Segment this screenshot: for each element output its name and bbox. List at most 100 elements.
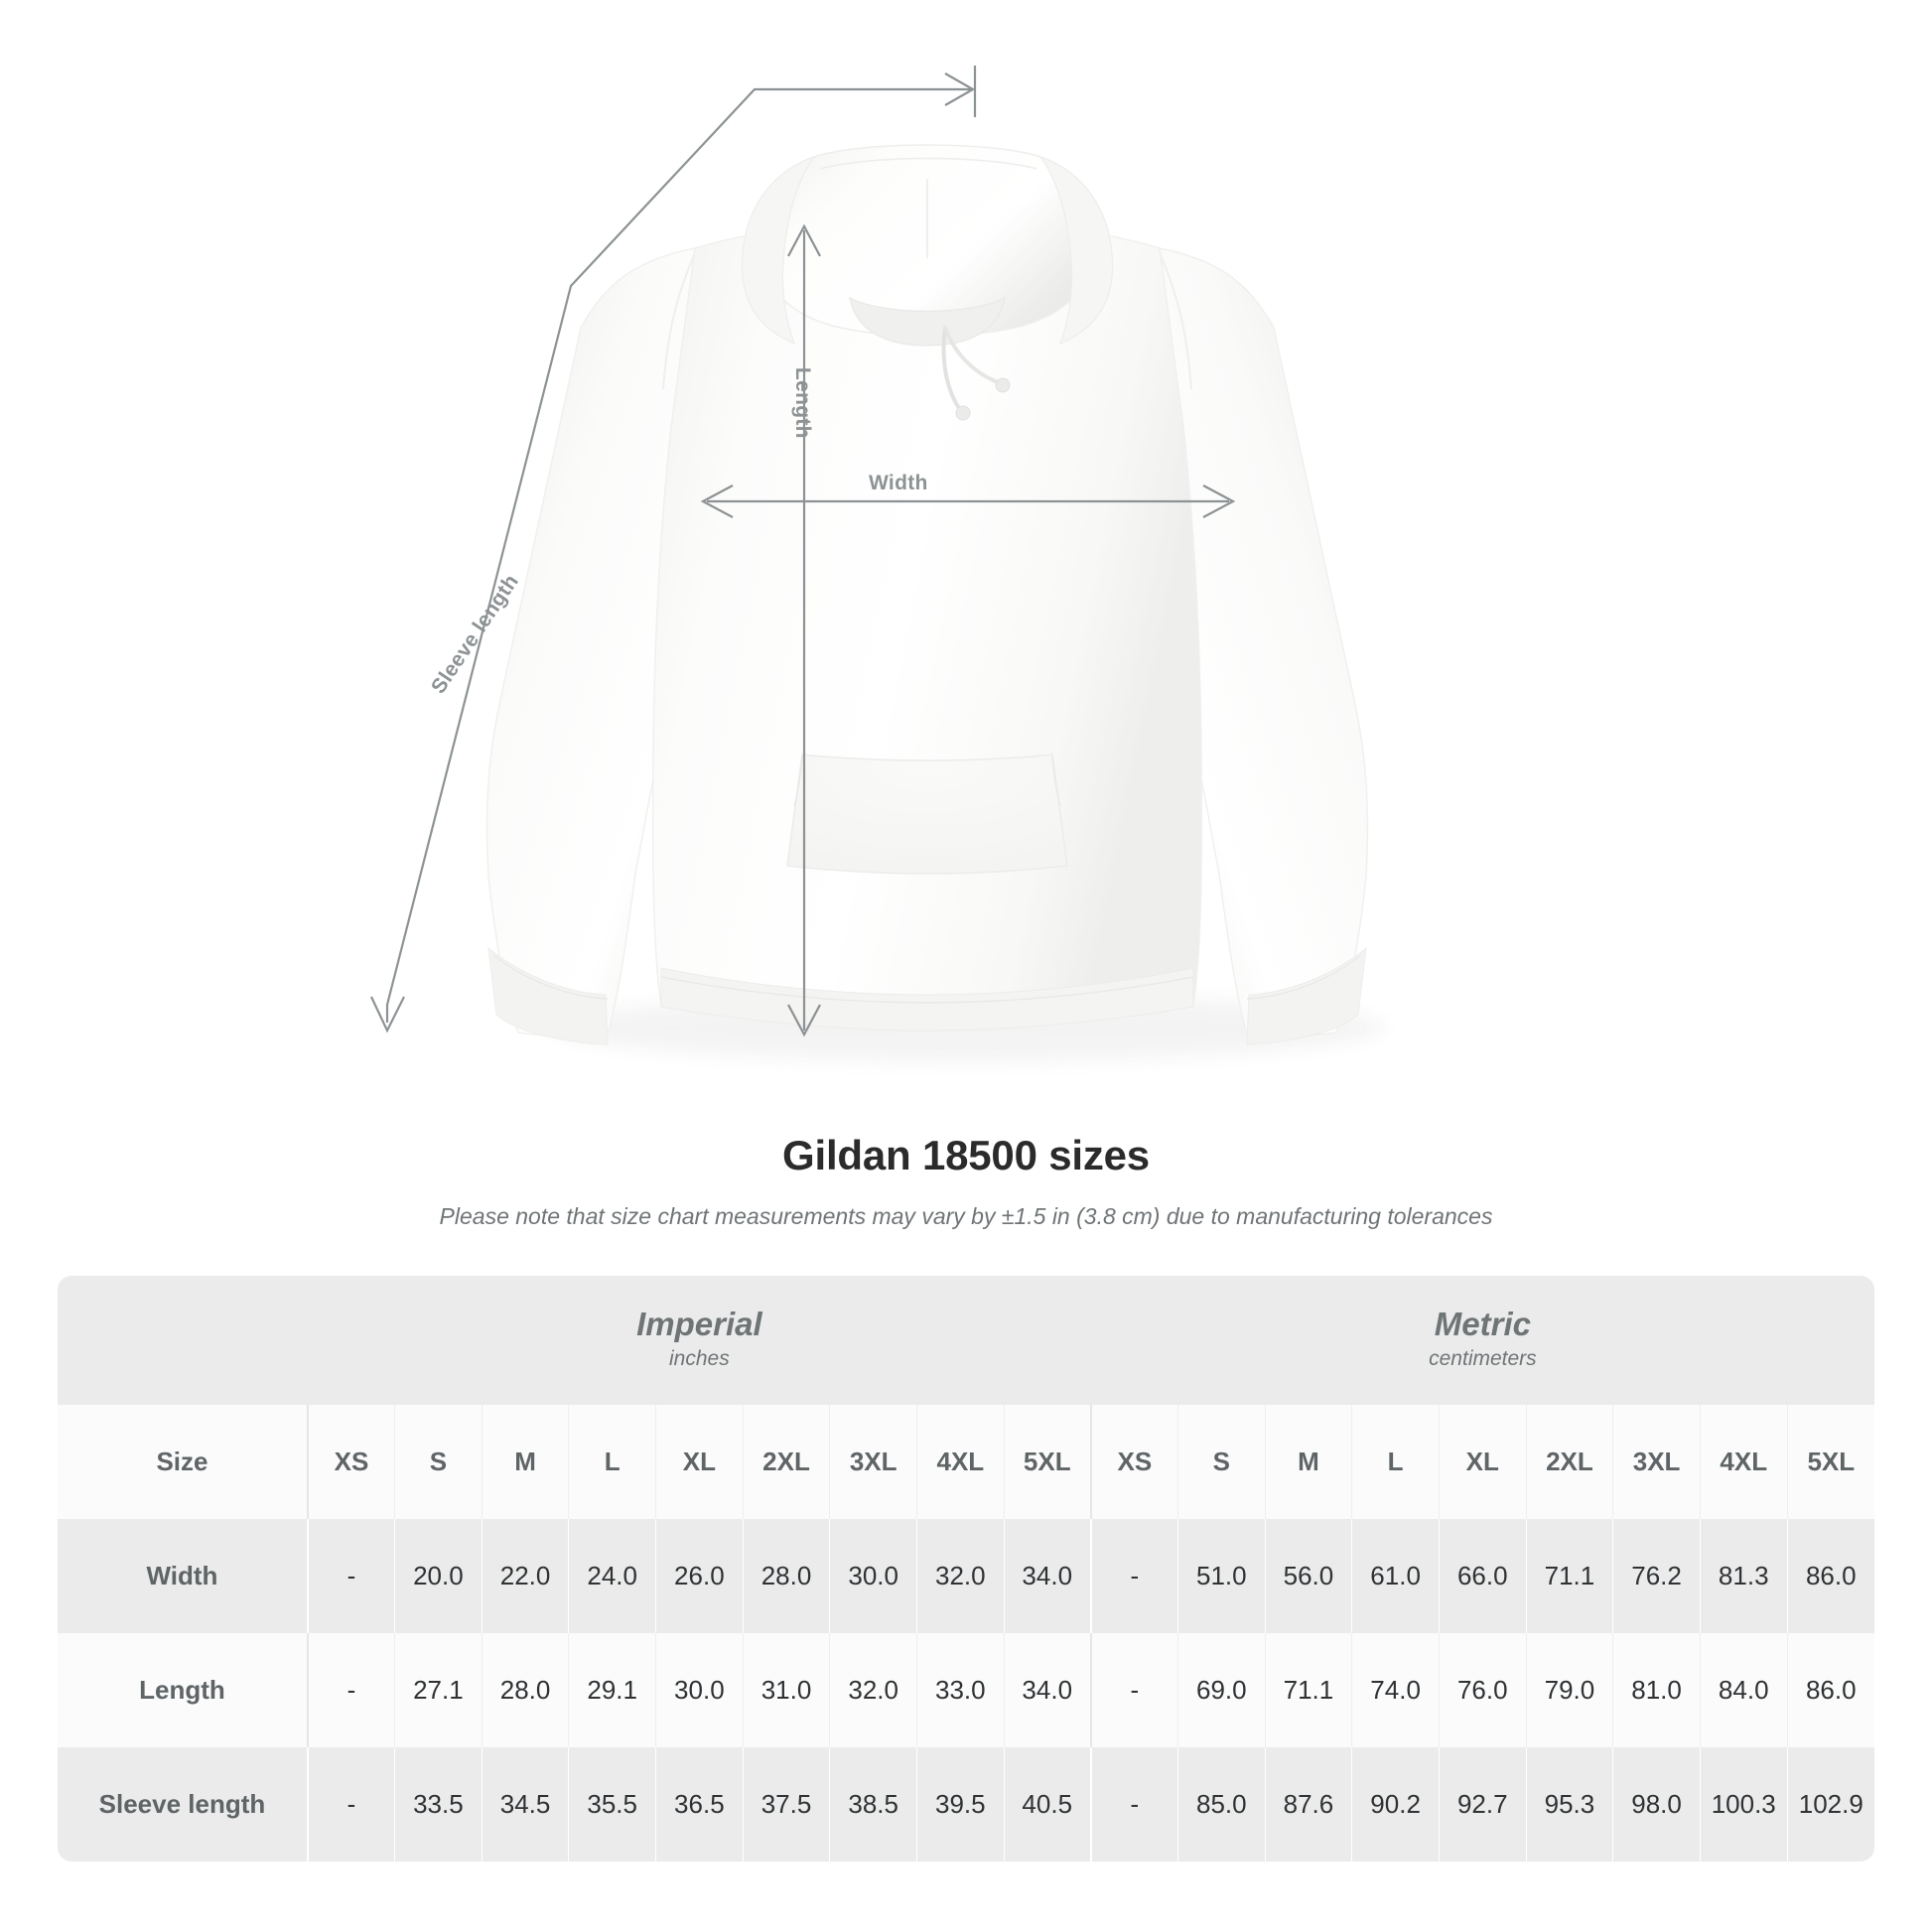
cell-width-metric-3xl: 76.2 <box>1612 1519 1701 1633</box>
cell-length-imperial-5xl: 34.0 <box>1003 1633 1091 1747</box>
page-subtitle: Please note that size chart measurements… <box>439 1203 1493 1229</box>
size-col-imperial-xl: XL <box>655 1405 744 1519</box>
cell-sleeve-imperial-xl: 36.5 <box>655 1747 744 1862</box>
cell-width-metric-5xl: 86.0 <box>1786 1519 1874 1633</box>
cell-length-metric-2xl: 79.0 <box>1525 1633 1613 1747</box>
cell-sleeve-imperial-2xl: 37.5 <box>742 1747 830 1862</box>
cell-sleeve-metric-m: 87.6 <box>1264 1747 1352 1862</box>
cell-length-imperial-3xl: 32.0 <box>829 1633 917 1747</box>
cell-length-imperial-2xl: 31.0 <box>742 1633 830 1747</box>
size-col-metric-s: S <box>1176 1405 1266 1519</box>
size-col-metric-xl: XL <box>1438 1405 1527 1519</box>
size-col-metric-m: M <box>1264 1405 1352 1519</box>
cell-sleeve-metric-l: 90.2 <box>1351 1747 1440 1862</box>
cell-length-metric-l: 74.0 <box>1351 1633 1440 1747</box>
cell-length-metric-5xl: 86.0 <box>1786 1633 1874 1747</box>
size-col-metric-5xl: 5XL <box>1786 1405 1874 1519</box>
size-header-cell: Size <box>58 1405 308 1519</box>
cell-sleeve-imperial-s: 33.5 <box>394 1747 483 1862</box>
cell-width-metric-xl: 66.0 <box>1438 1519 1527 1633</box>
size-col-metric-2xl: 2XL <box>1525 1405 1613 1519</box>
cell-sleeve-imperial-xs: - <box>306 1747 395 1862</box>
size-col-imperial-2xl: 2XL <box>742 1405 830 1519</box>
size-col-imperial-s: S <box>394 1405 483 1519</box>
cell-width-imperial-3xl: 30.0 <box>829 1519 917 1633</box>
unit-group-imperial-sub: inches <box>669 1346 730 1370</box>
table-row: Sleeve length - 33.5 34.5 35.5 36.5 37.5… <box>58 1747 1874 1862</box>
cell-width-metric-s: 51.0 <box>1176 1519 1266 1633</box>
size-col-imperial-3xl: 3XL <box>829 1405 917 1519</box>
cell-length-imperial-l: 29.1 <box>568 1633 656 1747</box>
cell-width-imperial-4xl: 32.0 <box>916 1519 1005 1633</box>
size-col-imperial-4xl: 4XL <box>916 1405 1005 1519</box>
size-col-imperial-l: L <box>568 1405 656 1519</box>
cell-width-metric-4xl: 81.3 <box>1699 1519 1788 1633</box>
size-col-metric-4xl: 4XL <box>1699 1405 1788 1519</box>
table-row: Width - 20.0 22.0 24.0 26.0 28.0 30.0 32… <box>58 1519 1874 1633</box>
cell-width-imperial-l: 24.0 <box>568 1519 656 1633</box>
cell-length-metric-s: 69.0 <box>1176 1633 1266 1747</box>
cell-length-imperial-xs: - <box>306 1633 395 1747</box>
hoodie-drawing <box>370 66 1385 1061</box>
cell-sleeve-imperial-l: 35.5 <box>568 1747 656 1862</box>
size-col-metric-l: L <box>1351 1405 1440 1519</box>
cell-width-metric-m: 56.0 <box>1264 1519 1352 1633</box>
cell-length-metric-xs: - <box>1089 1633 1178 1747</box>
size-table-container: Imperial inches Metric centimeters Size … <box>58 1276 1874 1862</box>
cell-sleeve-imperial-m: 34.5 <box>481 1747 569 1862</box>
size-col-imperial-5xl: 5XL <box>1003 1405 1091 1519</box>
cell-sleeve-metric-xl: 92.7 <box>1438 1747 1527 1862</box>
unit-group-metric: Metric centimeters <box>1090 1276 1874 1405</box>
cell-sleeve-imperial-3xl: 38.5 <box>829 1747 917 1862</box>
unit-group-metric-name: Metric <box>1434 1305 1531 1342</box>
cell-width-imperial-xl: 26.0 <box>655 1519 744 1633</box>
cell-length-imperial-xl: 30.0 <box>655 1633 744 1747</box>
size-col-imperial-xs: XS <box>306 1405 395 1519</box>
unit-group-imperial-name: Imperial <box>636 1305 762 1342</box>
cell-length-imperial-m: 28.0 <box>481 1633 569 1747</box>
unit-header-row: Imperial inches Metric centimeters <box>58 1276 1874 1405</box>
unit-group-metric-sub: centimeters <box>1429 1346 1537 1370</box>
page-title: Gildan 18500 sizes <box>782 1132 1150 1178</box>
cell-sleeve-metric-3xl: 98.0 <box>1612 1747 1701 1862</box>
cell-width-imperial-m: 22.0 <box>481 1519 569 1633</box>
cell-width-metric-2xl: 71.1 <box>1525 1519 1613 1633</box>
cell-length-metric-3xl: 81.0 <box>1612 1633 1701 1747</box>
cell-sleeve-metric-s: 85.0 <box>1176 1747 1266 1862</box>
row-label-length: Length <box>58 1633 308 1747</box>
size-col-metric-3xl: 3XL <box>1612 1405 1701 1519</box>
cell-width-imperial-5xl: 34.0 <box>1003 1519 1091 1633</box>
hoodie-illustration: Length Width Sleeve length <box>370 66 1385 1061</box>
size-table: Imperial inches Metric centimeters Size … <box>58 1276 1874 1862</box>
cell-sleeve-metric-xs: - <box>1089 1747 1178 1862</box>
unit-header-spacer <box>58 1276 308 1405</box>
size-col-imperial-m: M <box>481 1405 569 1519</box>
cell-width-metric-xs: - <box>1089 1519 1178 1633</box>
cell-width-imperial-xs: - <box>306 1519 395 1633</box>
row-label-width: Width <box>58 1519 308 1633</box>
cell-sleeve-metric-5xl: 102.9 <box>1786 1747 1874 1862</box>
size-header-label: Size <box>156 1447 208 1476</box>
size-col-metric-xs: XS <box>1089 1405 1178 1519</box>
cell-width-imperial-2xl: 28.0 <box>742 1519 830 1633</box>
cell-length-metric-m: 71.1 <box>1264 1633 1352 1747</box>
cell-length-metric-4xl: 84.0 <box>1699 1633 1788 1747</box>
cell-width-imperial-s: 20.0 <box>394 1519 483 1633</box>
width-annotation-label: Width <box>869 472 928 494</box>
cell-width-metric-l: 61.0 <box>1351 1519 1440 1633</box>
measurement-guides <box>370 66 1236 1037</box>
cell-sleeve-metric-2xl: 95.3 <box>1525 1747 1613 1862</box>
cell-length-metric-xl: 76.0 <box>1438 1633 1527 1747</box>
table-row: Length - 27.1 28.0 29.1 30.0 31.0 32.0 3… <box>58 1633 1874 1747</box>
size-header-row: Size XS S M L XL 2XL 3XL 4XL 5XL XS S M … <box>58 1405 1874 1519</box>
cell-sleeve-imperial-5xl: 40.5 <box>1003 1747 1091 1862</box>
cell-sleeve-metric-4xl: 100.3 <box>1699 1747 1788 1862</box>
cell-sleeve-imperial-4xl: 39.5 <box>916 1747 1005 1862</box>
sleeve-length-guide-line <box>385 87 971 1023</box>
cell-length-imperial-4xl: 33.0 <box>916 1633 1005 1747</box>
row-label-sleeve-length: Sleeve length <box>58 1747 308 1862</box>
length-annotation-label: Length <box>791 367 814 439</box>
unit-group-imperial: Imperial inches <box>307 1276 1091 1405</box>
cell-length-imperial-s: 27.1 <box>394 1633 483 1747</box>
